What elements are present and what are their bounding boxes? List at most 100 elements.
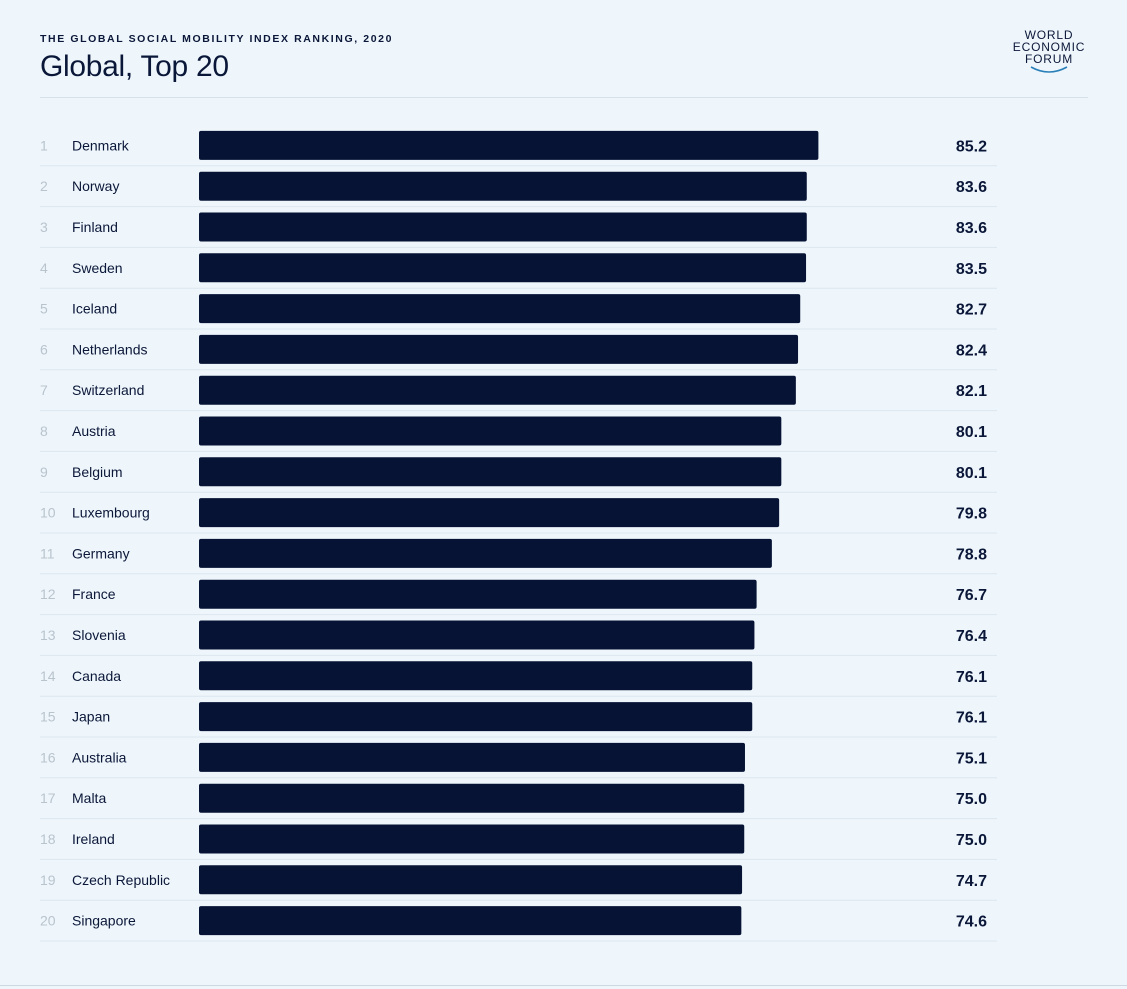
bar-row: 2 Norway 83.6	[40, 171, 997, 208]
bar	[199, 783, 745, 813]
value-label: 80.1	[956, 424, 987, 441]
bar-row: 13 Slovenia 76.4	[40, 620, 997, 656]
bar-row: 1 Denmark 85.2	[40, 130, 997, 167]
bar	[199, 865, 743, 895]
value-label: 82.1	[956, 383, 987, 400]
category-label: Singapore	[72, 913, 136, 929]
category-label: Norway	[72, 178, 119, 194]
category-label: France	[72, 586, 116, 602]
bar	[199, 171, 807, 201]
rank-label: 13	[40, 627, 56, 643]
value-label: 82.7	[956, 302, 987, 319]
bar-row: 16 Australia 75.1	[40, 742, 997, 779]
bar	[199, 334, 799, 364]
header-divider	[40, 97, 1088, 98]
rank-label: 10	[40, 505, 56, 521]
category-label: Switzerland	[72, 382, 144, 398]
category-label: Netherlands	[72, 341, 148, 357]
value-label: 75.0	[956, 832, 987, 849]
value-label: 83.6	[956, 179, 987, 196]
category-label: Germany	[72, 545, 130, 561]
chart-title: Global, Top 20	[40, 50, 229, 83]
bar-row: 15 Japan 76.1	[40, 702, 997, 738]
bar	[199, 498, 780, 528]
bar-row: 6 Netherlands 82.4	[40, 334, 997, 371]
bar	[199, 538, 772, 568]
rank-label: 15	[40, 709, 56, 725]
bar	[199, 375, 796, 405]
bar-row: 11 Germany 78.8	[40, 538, 997, 575]
value-label: 79.8	[956, 506, 987, 523]
category-label: Czech Republic	[72, 872, 170, 888]
value-label: 85.2	[956, 138, 987, 155]
bar-row: 19 Czech Republic 74.7	[40, 865, 997, 901]
bar	[199, 212, 807, 242]
chart-kicker: THE GLOBAL SOCIAL MOBILITY INDEX RANKING…	[40, 33, 394, 45]
rank-label: 5	[40, 301, 48, 317]
rank-label: 6	[40, 341, 48, 357]
bottom-divider	[0, 985, 1127, 986]
bar	[199, 579, 757, 609]
bar-row: 12 France 76.7	[40, 579, 997, 616]
bar-row: 3 Finland 83.6	[40, 212, 997, 248]
category-label: Iceland	[72, 301, 117, 317]
category-label: Japan	[72, 709, 110, 725]
category-label: Belgium	[72, 464, 123, 480]
category-label: Malta	[72, 790, 106, 806]
bar-row: 20 Singapore 74.6	[40, 906, 997, 942]
rank-label: 14	[40, 668, 56, 684]
category-label: Austria	[72, 423, 116, 439]
value-label: 76.1	[956, 669, 987, 686]
wef-logo: WORLD ECONOMIC FORUM	[1004, 29, 1094, 85]
category-label: Australia	[72, 749, 127, 765]
rank-label: 4	[40, 260, 48, 276]
bar	[199, 457, 782, 487]
bar-row: 8 Austria 80.1	[40, 416, 997, 452]
rank-label: 18	[40, 831, 56, 847]
rank-label: 7	[40, 382, 48, 398]
category-label: Ireland	[72, 831, 115, 847]
logo-line-world: WORLD	[1024, 28, 1074, 42]
bar	[199, 253, 807, 283]
bar-row: 7 Switzerland 82.1	[40, 375, 997, 412]
value-label: 75.1	[956, 750, 987, 767]
bar-row: 14 Canada 76.1	[40, 661, 997, 697]
rank-label: 1	[40, 137, 48, 153]
value-label: 83.5	[956, 261, 987, 278]
bar	[199, 416, 782, 446]
rank-label: 12	[40, 586, 56, 602]
bar-row: 17 Malta 75.0	[40, 783, 997, 820]
rank-label: 20	[40, 913, 56, 929]
value-label: 80.1	[956, 465, 987, 482]
rank-label: 9	[40, 464, 48, 480]
rank-label: 17	[40, 790, 56, 806]
value-label: 75.0	[956, 791, 987, 808]
bar	[199, 906, 742, 936]
bar	[199, 620, 755, 650]
category-label: Luxembourg	[72, 505, 150, 521]
value-label: 76.1	[956, 710, 987, 727]
value-label: 74.7	[956, 873, 987, 890]
logo-arc-icon	[1030, 66, 1068, 73]
bar-row: 9 Belgium 80.1	[40, 457, 997, 493]
bar	[199, 130, 819, 160]
value-label: 76.4	[956, 628, 987, 645]
rank-label: 8	[40, 423, 48, 439]
value-label: 74.6	[956, 914, 987, 931]
value-label: 78.8	[956, 546, 987, 563]
bar-row: 10 Luxembourg 79.8	[40, 498, 997, 534]
logo-line-forum: FORUM	[1025, 52, 1073, 66]
bar-row: 18 Ireland 75.0	[40, 824, 997, 860]
value-label: 82.4	[956, 342, 987, 359]
category-label: Denmark	[72, 137, 130, 153]
logo-line-economic: ECONOMIC	[1012, 40, 1086, 54]
category-label: Sweden	[72, 260, 123, 276]
bar	[199, 294, 801, 324]
category-label: Finland	[72, 219, 118, 235]
bar	[199, 824, 745, 854]
bar-row: 5 Iceland 82.7	[40, 294, 997, 330]
bar	[199, 661, 753, 691]
rank-label: 3	[40, 219, 48, 235]
